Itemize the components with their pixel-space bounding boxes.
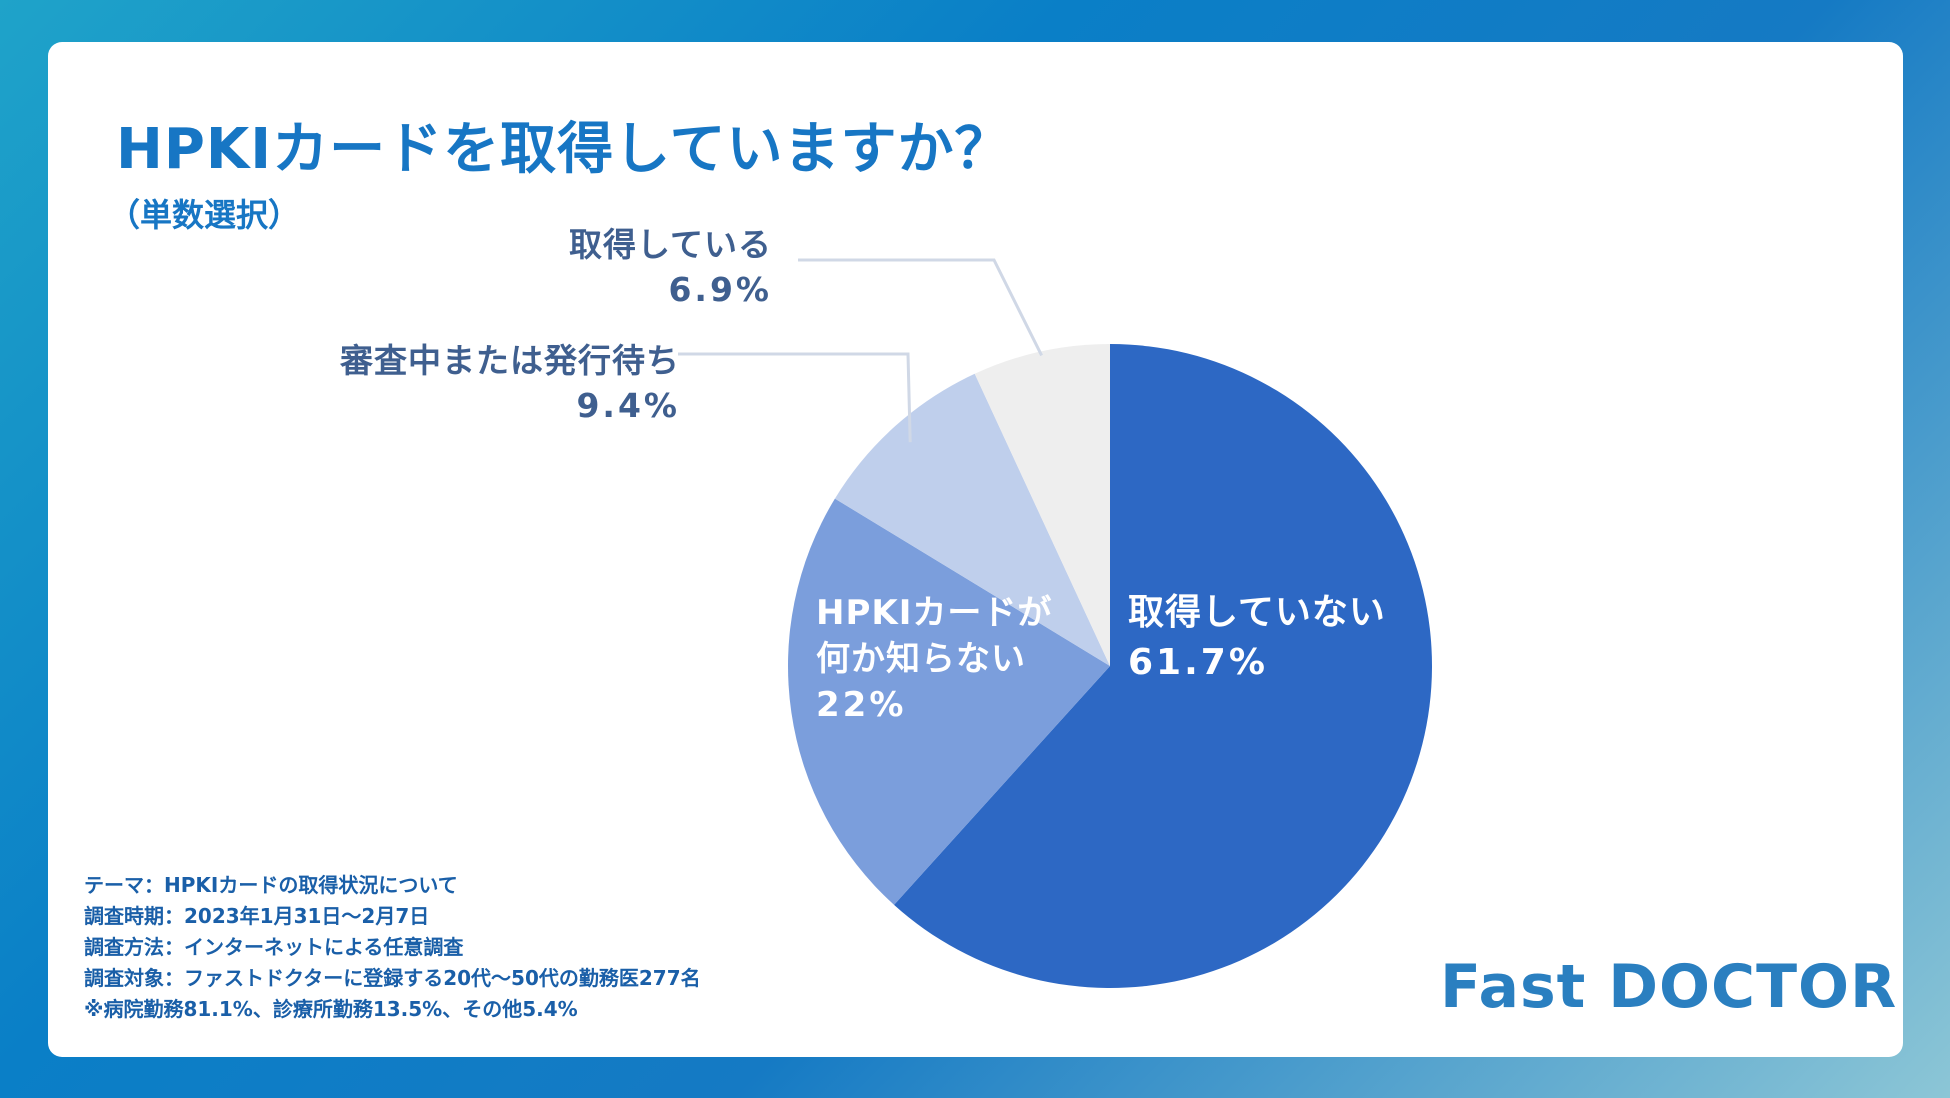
chart-subtitle: （単数選択） <box>108 196 301 234</box>
pie-slice-0 <box>894 344 1432 988</box>
note-target: 調査対象：ファストドクターに登録する20代〜50代の勤務医277名 <box>84 966 701 990</box>
leader-line-2 <box>678 352 912 443</box>
survey-notes: テーマ：HPKIカードの取得状況について 調査時期：2023年1月31日〜2月7… <box>84 870 701 1025</box>
note-method: 調査方法：インターネットによる任意調査 <box>84 935 464 959</box>
slice-value-2: 9.4% <box>576 386 680 425</box>
leader-line-3 <box>798 258 1043 357</box>
slice-value-1: 22% <box>816 685 906 725</box>
pie-slice-3 <box>974 344 1110 666</box>
slice-label-1-line-0: HPKIカードが <box>816 593 1052 633</box>
note-period: 調査時期：2023年1月31日〜2月7日 <box>84 904 430 928</box>
pie-slice-2 <box>834 373 1110 666</box>
slice-label-3: 取得している <box>569 225 772 264</box>
slice-value-0: 61.7% <box>1128 642 1268 683</box>
slice-label-1-line-1: 何か知らない <box>816 639 1026 679</box>
slice-value-3: 6.9% <box>668 270 772 309</box>
fast-doctor-logo: Fast DOCTOR <box>1440 952 1898 1022</box>
pie-slice-1 <box>788 498 1110 905</box>
note-breakdown: ※病院勤務81.1%、診療所勤務13.5%、その他5.4% <box>84 997 578 1021</box>
note-theme: テーマ：HPKIカードの取得状況について <box>84 873 458 897</box>
slice-label-0: 取得していない <box>1128 592 1386 633</box>
chart-card: HPKIカードを取得していますか？ （単数選択） 取得していない 61.7% HPK… <box>48 42 1903 1057</box>
slice-label-2: 審査中または発行待ち <box>339 341 680 380</box>
chart-title: HPKIカードを取得していますか？ <box>116 117 1012 182</box>
